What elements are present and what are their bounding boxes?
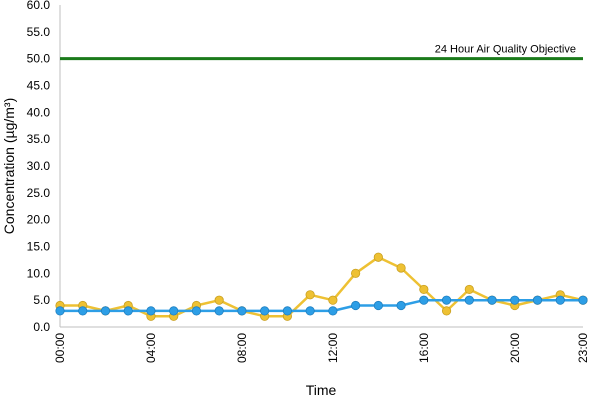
series-2-point: [282, 306, 292, 316]
series-2-point: [55, 306, 65, 316]
series-1-point: [214, 295, 224, 305]
reference-line-group: 24 Hour Air Quality Objective: [60, 44, 583, 61]
series-2-point: [373, 300, 383, 311]
series-1-point: [373, 252, 383, 262]
series-1-point: [464, 284, 474, 295]
y-tick-label: 50.0: [27, 52, 51, 66]
y-tick-label: 30.0: [27, 159, 51, 173]
series-2-point: [419, 295, 429, 305]
x-tick-label: 04:00: [144, 333, 158, 363]
series-1-point: [351, 268, 361, 278]
x-axis-title: Time: [306, 382, 337, 398]
x-tick-label: 20:00: [508, 333, 522, 363]
y-tick-label: 5.0: [33, 293, 50, 307]
series-2-point: [169, 306, 179, 316]
x-tick-label: 00:00: [53, 333, 67, 363]
y-tick-label: 15.0: [27, 240, 51, 254]
series-2-point: [146, 306, 156, 316]
series-2-point: [464, 295, 474, 305]
series-2-point: [441, 295, 452, 305]
y-tick-label: 10.0: [27, 266, 51, 280]
series-2-point: [328, 306, 338, 316]
series-2-point: [100, 306, 111, 316]
x-tick-labels: 00:00 04:00 08:00 12:00 16:00 20:00 23:00: [53, 333, 590, 363]
series-2-point: [396, 300, 406, 311]
series-2-point: [510, 295, 520, 305]
y-tick-label: 60.0: [27, 0, 51, 12]
series-1-point: [328, 295, 338, 305]
series-group: [55, 252, 588, 321]
series-1-point: [305, 290, 315, 300]
y-tick-labels: 0.0 5.0 10.0 15.0 20.0 25.0 30.0 35.0 40.0 45.0 50…: [27, 0, 51, 334]
y-tick-label: 55.0: [27, 25, 51, 39]
series-2-point: [123, 306, 133, 316]
series-1-point: [396, 263, 406, 273]
series-2: [55, 295, 588, 316]
series-2-point: [191, 306, 202, 316]
x-tick-label: 23:00: [576, 333, 590, 363]
series-2-point: [578, 295, 588, 305]
series-2-point: [214, 306, 224, 316]
x-tick-label: 08:00: [235, 333, 249, 363]
series-2-point: [532, 295, 543, 305]
y-tick-label: 45.0: [27, 79, 51, 93]
series-2-point: [260, 306, 270, 316]
x-tick-label: 12:00: [326, 333, 340, 363]
y-tick-label: 20.0: [27, 213, 51, 227]
series-2-point: [487, 295, 497, 305]
x-tick-label: 16:00: [417, 333, 431, 363]
series-1-line: [60, 255, 584, 318]
y-tick-label: 40.0: [27, 105, 51, 119]
series-2-point: [78, 306, 88, 316]
y-axis-title: Concentration (µg/m³): [1, 98, 17, 234]
series-1-point: [441, 306, 452, 316]
series-2-point: [351, 300, 361, 311]
series-1-point: [419, 284, 429, 295]
reference-line-label: 24 Hour Air Quality Objective: [435, 44, 576, 56]
y-tick-label: 35.0: [27, 132, 51, 146]
series-2-point: [305, 306, 315, 316]
y-tick-label: 25.0: [27, 186, 51, 200]
y-tick-label: 0.0: [33, 320, 50, 334]
series-2-point: [555, 295, 565, 305]
series-2-point: [237, 306, 247, 316]
